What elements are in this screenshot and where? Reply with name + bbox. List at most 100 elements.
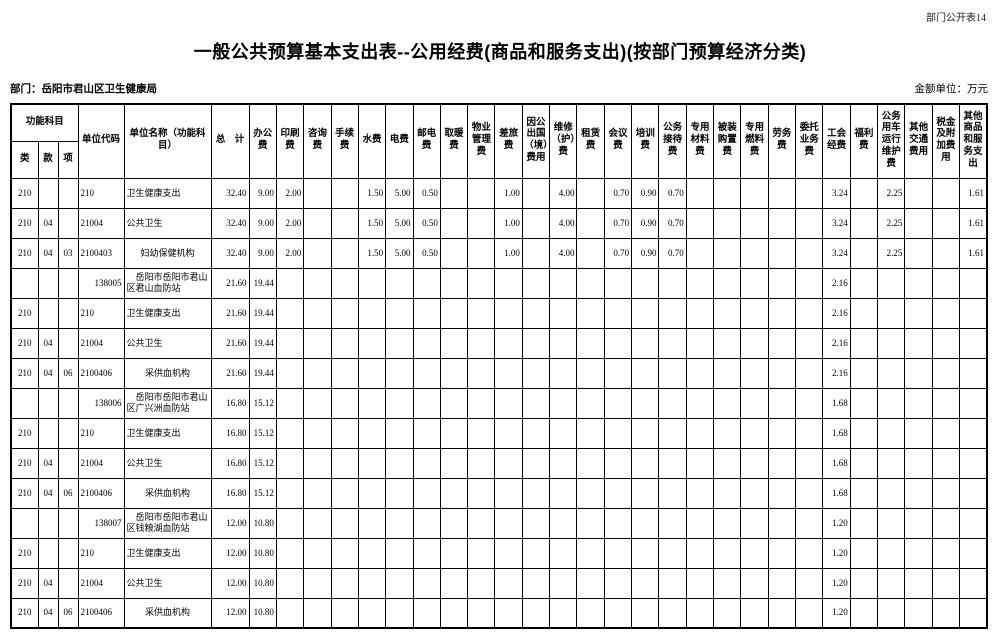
table-cell-training-fee (631, 447, 660, 479)
table-cell-other-goods-services (959, 357, 988, 389)
table-cell-handling-fee (330, 477, 359, 509)
table-cell-xiang (57, 447, 79, 479)
table-cell-heating-fee (439, 417, 469, 449)
table-cell-total: 16.80 (210, 477, 250, 509)
table-cell-official-reception-fee: 0.70 (658, 237, 687, 269)
table-cell-unit-name: 采供血机构 (123, 597, 212, 629)
table-cell-labor-fee (767, 267, 797, 299)
table-cell-welfare-fee (849, 357, 879, 389)
table-cell-unit-name: 公共卫生 (123, 327, 212, 359)
column-header-maintenance-fee: 维修（护）费 (549, 103, 578, 179)
column-header-official-reception-fee: 公务接待费 (658, 103, 687, 179)
table-cell-abroad-fee (521, 267, 551, 299)
table-cell-abroad-fee (521, 237, 551, 269)
table-cell-post-telecom-fee (412, 597, 441, 629)
table-cell-consulting-fee (303, 447, 332, 479)
table-cell-official-reception-fee (658, 327, 687, 359)
table-cell-post-telecom-fee (412, 447, 441, 479)
table-cell-consulting-fee (303, 327, 332, 359)
table-cell-electricity-fee (385, 447, 414, 479)
table-cell-kuan: 04 (37, 597, 59, 629)
table-cell-heating-fee (439, 327, 469, 359)
table-row: 210 210 卫生健康支出 21.60 19.44 2.16 (10, 297, 988, 329)
table-cell-total: 12.00 (210, 597, 250, 629)
table-cell-abroad-fee (521, 447, 551, 479)
table-cell-rental-fee (576, 297, 605, 329)
table-cell-rental-fee (576, 267, 605, 299)
table-cell-rental-fee (576, 177, 605, 209)
table-cell-electricity-fee (385, 327, 414, 359)
table-cell-total: 21.60 (210, 297, 250, 329)
table-row: 138007 岳阳市岳阳市君山区钱粮湖血防站 12.00 10.80 1.20 (10, 507, 988, 539)
table-cell-labor-fee (767, 447, 797, 479)
table-cell-consulting-fee (303, 537, 332, 569)
table-cell-xiang (57, 537, 79, 569)
table-cell-labor-fee (767, 177, 797, 209)
table-cell-meeting-fee (603, 537, 633, 569)
column-header-uniform-purchase-fee: 被装购置费 (713, 103, 742, 179)
table-cell-entrusted-business-fee (795, 297, 824, 329)
table-cell-abroad-fee (521, 567, 551, 599)
table-cell-meeting-fee: 0.70 (603, 207, 633, 239)
table-cell-union-fund: 1.68 (822, 477, 851, 509)
table-cell-official-reception-fee (658, 267, 687, 299)
table-cell-labor-fee (767, 507, 797, 539)
table-cell-lei: 210 (10, 447, 39, 479)
table-cell-lei: 210 (10, 327, 39, 359)
table-cell-special-fuel-fee (740, 387, 769, 419)
table-cell-uniform-purchase-fee (713, 177, 742, 209)
table-cell-maintenance-fee: 4.00 (549, 237, 578, 269)
table-cell-official-reception-fee (658, 507, 687, 539)
table-cell-printing-fee (275, 567, 305, 599)
table-cell-post-telecom-fee (412, 537, 441, 569)
table-cell-tax-surcharge (931, 267, 961, 299)
table-cell-union-fund: 3.24 (822, 207, 851, 239)
column-header-printing-fee: 印刷费 (275, 103, 305, 179)
column-header-other-transport-fee: 其他交通费用 (904, 103, 933, 179)
table-cell-post-telecom-fee: 0.50 (412, 207, 441, 239)
table-cell-training-fee (631, 477, 660, 509)
table-cell-official-reception-fee (658, 447, 687, 479)
table-cell-special-fuel-fee (740, 537, 769, 569)
table-cell-official-vehicle-fee: 2.25 (877, 177, 906, 209)
table-cell-office-fee: 19.44 (248, 297, 277, 329)
table-cell-water-fee (357, 597, 387, 629)
table-cell-office-fee: 15.12 (248, 477, 277, 509)
table-cell-water-fee (357, 417, 387, 449)
table-cell-special-material-fee (685, 357, 715, 389)
table-cell-labor-fee (767, 357, 797, 389)
table-cell-handling-fee (330, 507, 359, 539)
table-cell-labor-fee (767, 597, 797, 629)
table-cell-electricity-fee (385, 567, 414, 599)
table-cell-entrusted-business-fee (795, 507, 824, 539)
table-cell-office-fee: 9.00 (248, 207, 277, 239)
table-cell-printing-fee (275, 477, 305, 509)
table-cell-uniform-purchase-fee (713, 237, 742, 269)
table-cell-lei: 210 (10, 477, 39, 509)
table-cell-kuan: 04 (37, 357, 59, 389)
table-cell-other-transport-fee (904, 267, 933, 299)
table-cell-other-transport-fee (904, 207, 933, 239)
table-cell-consulting-fee (303, 567, 332, 599)
table-cell-kuan (37, 537, 59, 569)
table-cell-maintenance-fee (549, 567, 578, 599)
table-cell-heating-fee (439, 597, 469, 629)
table-cell-rental-fee (576, 597, 605, 629)
sheet-number-label: 部门公开表14 (926, 13, 986, 24)
table-cell-special-fuel-fee (740, 237, 769, 269)
table-cell-printing-fee (275, 537, 305, 569)
table-cell-printing-fee (275, 447, 305, 479)
column-header-electricity-fee: 电费 (385, 103, 414, 179)
table-cell-post-telecom-fee (412, 417, 441, 449)
table-cell-water-fee (357, 357, 387, 389)
table-cell-office-fee: 15.12 (248, 417, 277, 449)
table-cell-other-goods-services (959, 327, 988, 359)
table-cell-special-fuel-fee (740, 207, 769, 239)
table-cell-heating-fee (439, 207, 469, 239)
table-cell-official-vehicle-fee (877, 357, 906, 389)
table-cell-rental-fee (576, 207, 605, 239)
table-cell-rental-fee (576, 417, 605, 449)
table-row: 210 04 21004 公共卫生 12.00 10.80 1.20 (10, 567, 988, 599)
table-cell-consulting-fee (303, 417, 332, 449)
table-cell-electricity-fee (385, 267, 414, 299)
